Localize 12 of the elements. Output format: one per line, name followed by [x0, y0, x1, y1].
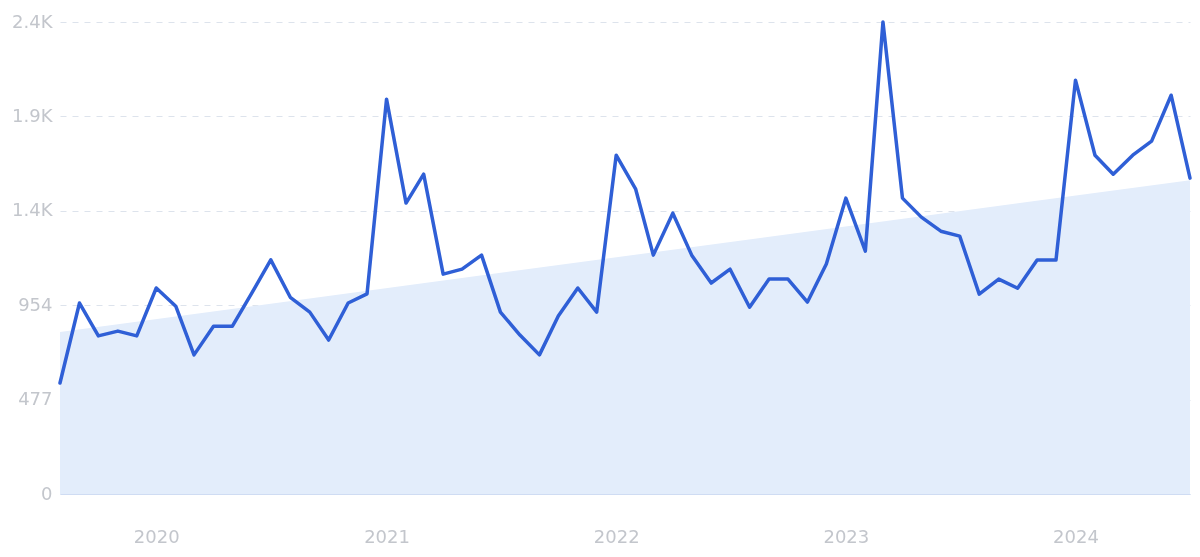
y-tick-label: 477 — [18, 388, 53, 410]
x-tick-label: 2020 — [133, 525, 180, 547]
y-tick-label: 954 — [18, 293, 53, 315]
line-series — [58, 20, 1192, 385]
x-tick-label: 2023 — [823, 525, 870, 547]
y-tick-label: 0 — [41, 482, 53, 504]
x-tick-label: 2022 — [593, 525, 640, 547]
x-tick-label: 2021 — [364, 525, 410, 547]
y-tick-label: 1.4K — [12, 199, 54, 221]
y-tick-label: 1.9K — [12, 104, 54, 126]
y-tick-label: 2.4K — [12, 10, 54, 32]
x-tick-label: 2024 — [1053, 525, 1099, 547]
